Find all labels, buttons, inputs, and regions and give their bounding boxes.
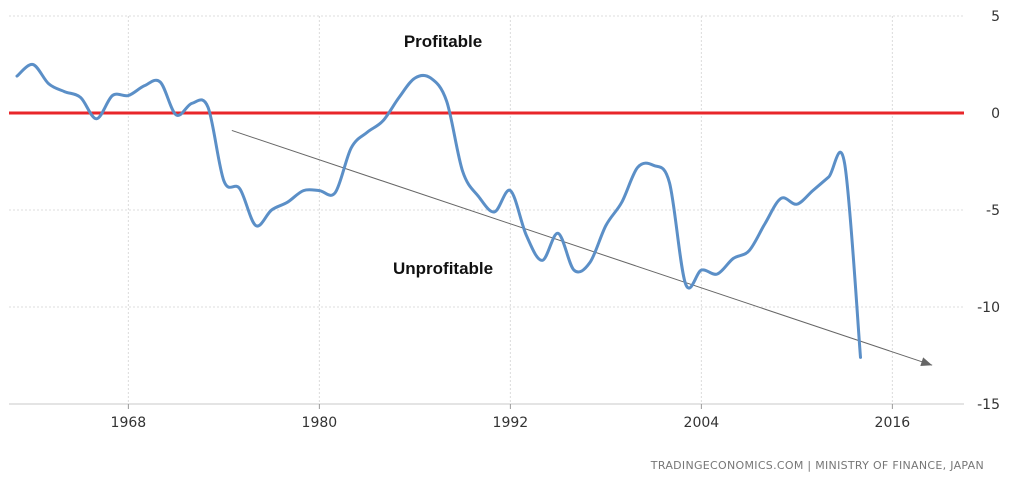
series-line	[15, 62, 862, 359]
x-tick-label: 2004	[684, 415, 720, 431]
y-tick-label: -5	[986, 203, 1000, 219]
x-tick-label: 1980	[302, 415, 338, 431]
y-axis-ticks: 5 0 -5 -10 -15	[977, 9, 1000, 413]
grid	[9, 15, 964, 405]
y-tick-label: -10	[977, 300, 1000, 316]
y-tick-label: -15	[977, 397, 1000, 413]
unprofitable-label: Unprofitable	[393, 259, 493, 278]
y-tick-label: 5	[991, 9, 1000, 25]
y-tick-label: 0	[991, 106, 1000, 122]
x-tick-label: 2016	[875, 415, 911, 431]
profitable-label: Profitable	[404, 32, 482, 51]
source-credit: TRADINGECONOMICS.COM | MINISTRY OF FINAN…	[650, 459, 984, 472]
x-tick-label: 1992	[493, 415, 529, 431]
trend-arrow-head	[920, 357, 933, 366]
annotations: Profitable Unprofitable	[393, 32, 493, 278]
x-axis-ticks: 1968 1980 1992 2004 2016	[111, 404, 911, 431]
trend-arrow-group	[231, 129, 933, 366]
trend-arrow-line	[231, 129, 933, 366]
series-group	[15, 62, 862, 359]
x-tick-label: 1968	[111, 415, 147, 431]
